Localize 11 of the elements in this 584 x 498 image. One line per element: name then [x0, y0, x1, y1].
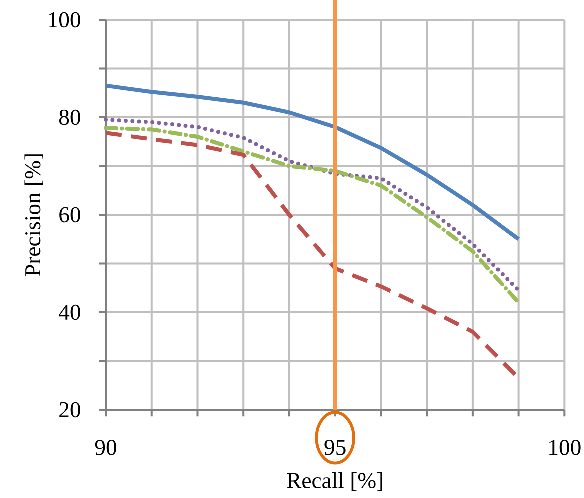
line-series — [104, 84, 521, 242]
y-axis-title: Precision [%] — [24, 154, 44, 276]
x-tick-label: 90 — [95, 440, 116, 456]
y-tick-label: 20 — [60, 402, 80, 418]
y-tick-label: 100 — [49, 12, 80, 28]
y-tick-label: 80 — [59, 110, 80, 126]
x-tick-label: 100 — [550, 440, 581, 456]
y-tick-label: 60 — [60, 207, 80, 223]
x-axis-title: Recall [%] — [287, 472, 382, 492]
y-tick-label: 40 — [59, 304, 80, 320]
x-tick-label: 95 — [324, 440, 346, 456]
